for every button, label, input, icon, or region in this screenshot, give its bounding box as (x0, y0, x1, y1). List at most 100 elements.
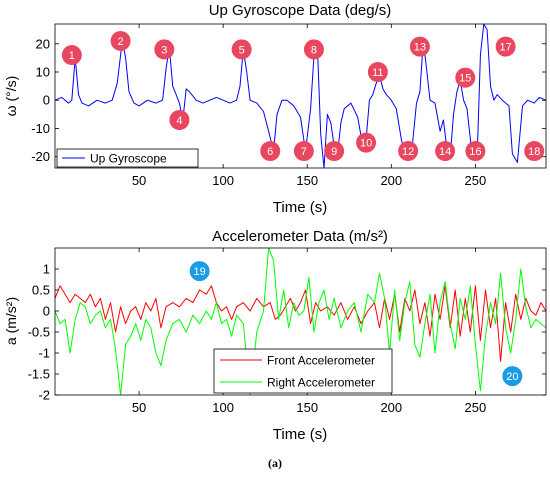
gyroscope-event-marker: 7 (293, 141, 314, 162)
accelerometer-plot-frame (54, 247, 547, 396)
gyroscope-event-marker: 11 (367, 62, 388, 82)
gyroscope-event-marker-circle (303, 39, 324, 60)
accelerometer-legend: Front Accelerometer Right Accelerometer (213, 348, 393, 394)
gyroscope-event-marker: 13 (409, 36, 430, 57)
gyroscope-x-tick-label: 100 (212, 173, 234, 188)
gyroscope-event-marker-label: 13 (414, 42, 426, 54)
gyroscope-event-marker-circle (356, 132, 377, 153)
accelerometer-y-axis-label: a (m/s²) (3, 297, 19, 345)
gyroscope-event-marker: 10 (356, 132, 377, 153)
accelerometer-event-marker-label: 19 (193, 266, 205, 278)
accelerometer-y-tick-label: 0 (43, 304, 50, 319)
gyroscope-event-marker: 4 (169, 110, 190, 130)
accelerometer-y-tick-label: 0.5 (32, 283, 50, 298)
gyroscope-event-marker: 16 (465, 141, 486, 162)
gyroscope-legend-label: Up Gyroscope (90, 152, 167, 166)
gyroscope-event-marker-circle (495, 36, 516, 57)
gyroscope-event-marker-circle (154, 39, 175, 60)
accelerometer-event-marker-label: 20 (506, 371, 518, 383)
gyroscope-event-marker-label: 9 (331, 146, 337, 158)
gyroscope-x-tick-label: 150 (296, 173, 318, 188)
gyroscope-event-marker-label: 2 (118, 36, 124, 48)
gyroscope-event-marker-label: 16 (469, 146, 481, 158)
gyroscope-event-marker-label: 1 (69, 50, 75, 62)
gyroscope-event-marker-label: 14 (439, 146, 451, 158)
gyroscope-event-marker-circle (409, 36, 430, 57)
gyroscope-legend: Up Gyroscope (56, 148, 199, 168)
gyroscope-y-tick-label: 10 (36, 65, 50, 80)
gyroscope-y-tick-label: 20 (36, 36, 50, 51)
gyroscope-event-marker-label: 15 (459, 73, 471, 85)
gyroscope-event-marker: 9 (324, 141, 345, 162)
gyroscope-event-marker-label: 6 (267, 146, 273, 158)
accelerometer-x-tick-label: 100 (212, 400, 234, 415)
accelerometer-event-marker: 19 (189, 261, 210, 282)
gyroscope-event-marker: 6 (260, 141, 281, 162)
accelerometer-event-marker-circle (502, 366, 523, 387)
gyroscope-event-marker: 5 (231, 39, 252, 60)
accelerometer-event-marker-circle (189, 261, 210, 282)
gyroscope-plot-frame (54, 23, 547, 169)
gyroscope-event-marker: 3 (154, 39, 175, 60)
gyroscope-event-marker-circle (169, 110, 190, 130)
gyroscope-event-marker-circle (260, 141, 281, 162)
gyroscope-event-marker-label: 3 (161, 44, 167, 56)
gyroscope-event-marker-circle (231, 39, 252, 60)
gyroscope-chart: Up Gyroscope Data (deg/s) 50 100 150 200 250… (3, 2, 547, 216)
accelerometer-y-tick-label: -1 (38, 346, 50, 361)
gyroscope-y-tick-label: 0 (43, 93, 50, 108)
gyroscope-event-marker-circle (455, 67, 476, 88)
gyroscope-event-marker-circle (293, 141, 314, 162)
accelerometer-x-tick-label: 150 (296, 400, 318, 415)
gyroscope-event-marker-label: 4 (176, 115, 182, 127)
gyroscope-x-axis-label: Time (s) (273, 199, 327, 216)
gyroscope-event-marker-circle (324, 141, 345, 162)
gyroscope-chart-title: Up Gyroscope Data (deg/s) (209, 2, 392, 19)
accelerometer-y-tick-label: -0.5 (28, 325, 50, 340)
gyroscope-event-marker-label: 8 (311, 44, 317, 56)
gyroscope-event-marker: 2 (110, 30, 131, 51)
gyroscope-y-tick-label: -10 (31, 121, 50, 136)
accelerometer-x-tick-label: 50 (132, 400, 146, 415)
gyroscope-event-marker-label: 11 (372, 67, 383, 79)
gyroscope-event-marker: 1 (61, 45, 82, 66)
gyroscope-event-marker-circle (435, 141, 456, 162)
gyroscope-event-marker-label: 17 (500, 42, 512, 54)
gyroscope-event-marker: 17 (495, 36, 516, 57)
gyroscope-event-marker-circle (110, 30, 131, 51)
accelerometer-x-tick-label: 250 (465, 400, 487, 415)
gyroscope-event-marker: 14 (435, 141, 456, 162)
accelerometer-y-tick-label: 1 (43, 262, 50, 277)
figure-caption: (a) (268, 456, 282, 470)
gyroscope-y-tick-label: -20 (31, 149, 50, 164)
gyroscope-event-marker: 15 (455, 67, 476, 88)
accelerometer-x-tick-label: 200 (380, 400, 402, 415)
gyroscope-event-marker-circle (367, 62, 388, 82)
gyroscope-event-marker: 18 (524, 141, 545, 162)
accelerometer-legend-label-right: Right Accelerometer (267, 376, 375, 390)
accelerometer-chart: Accelerometer Data (m/s²) 50 100 150 200 250… (3, 228, 547, 443)
accelerometer-legend-label-front: Front Accelerometer (267, 354, 375, 368)
gyroscope-event-marker-circle (398, 141, 419, 162)
accelerometer-legend-box (213, 348, 393, 394)
gyroscope-y-axis-label: ω (°/s) (3, 76, 19, 117)
accelerometer-y-tick-label: -2 (38, 388, 50, 403)
gyroscope-x-tick-label: 200 (380, 173, 402, 188)
gyroscope-event-marker-circle (61, 45, 82, 66)
gyroscope-event-marker-circle (465, 141, 486, 162)
gyroscope-event-marker-label: 10 (360, 138, 372, 150)
gyroscope-event-marker-circle (524, 141, 545, 162)
accelerometer-series-line-0 (55, 285, 546, 362)
accelerometer-series-line-1 (55, 248, 546, 395)
gyroscope-event-marker-label: 5 (239, 44, 245, 56)
accelerometer-chart-title: Accelerometer Data (m/s²) (212, 228, 388, 245)
gyroscope-x-tick-label: 250 (465, 173, 487, 188)
accelerometer-y-tick-label: -1.5 (28, 367, 50, 382)
gyroscope-event-marker: 8 (303, 39, 324, 60)
gyroscope-event-marker-label: 7 (301, 146, 307, 158)
gyroscope-event-marker: 12 (398, 141, 419, 162)
gyroscope-event-marker-label: 18 (528, 146, 540, 158)
gyroscope-series-line-0 (55, 24, 546, 168)
